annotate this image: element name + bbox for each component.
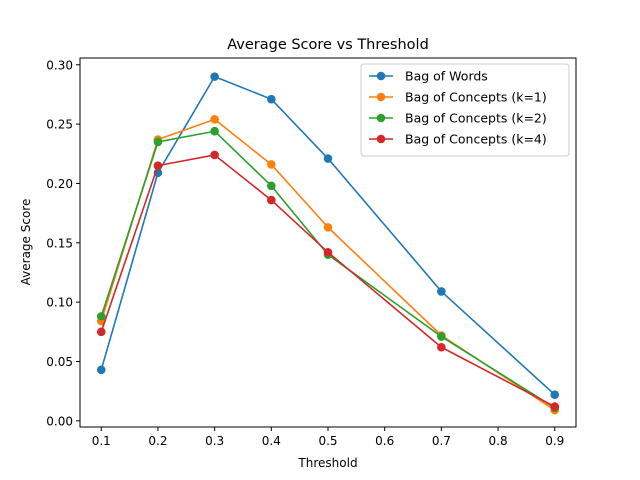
data-point: [437, 342, 446, 352]
legend-label: Bag of Concepts (k=2): [405, 111, 547, 126]
x-tick-label: 0.3: [205, 434, 224, 448]
data-point: [437, 332, 446, 341]
y-axis: 0.00 0.05 0.10 0.15 0.20 0.25 0.30: [46, 58, 80, 428]
data-point: [267, 94, 276, 104]
x-tick-label: 0.9: [545, 434, 564, 448]
y-tick-label: 0.05: [46, 355, 73, 369]
y-tick-label: 0.15: [46, 236, 73, 250]
x-tick-label: 0.4: [262, 434, 281, 448]
data-point: [437, 287, 446, 296]
legend-item: Bag of Concepts (k=4): [369, 132, 547, 147]
data-point: [550, 402, 560, 411]
series-line: [100, 130, 556, 409]
x-tick-label: 0.5: [318, 434, 337, 448]
series-4: [96, 150, 560, 411]
y-axis-label: Average Score: [19, 199, 33, 286]
data-point: [210, 126, 219, 136]
data-point: [323, 154, 333, 163]
data-point: [153, 137, 163, 147]
x-tick-label: 0.8: [489, 434, 508, 448]
data-point: [96, 327, 106, 337]
series-line: [100, 154, 556, 408]
data-point: [267, 160, 276, 169]
legend-box: [360, 63, 570, 157]
y-tick-label: 0.10: [46, 296, 73, 310]
y-tick-label: 0.00: [46, 414, 73, 428]
data-point: [550, 390, 560, 400]
series-3: [96, 126, 560, 413]
data-point: [96, 312, 106, 321]
y-tick-label: 0.20: [46, 177, 73, 191]
x-axis-label: Threshold: [297, 456, 357, 470]
data-point: [96, 365, 106, 375]
x-tick-label: 0.2: [148, 434, 167, 448]
legend: Bag of Words Bag of Concepts (k=1) Bag of …: [360, 63, 570, 157]
x-tick-label: 0.1: [92, 434, 111, 448]
data-point: [267, 181, 276, 191]
data-point: [323, 247, 333, 257]
data-point: [210, 115, 219, 124]
chart-title: Average Score vs Threshold: [227, 37, 429, 53]
data-point: [267, 195, 276, 205]
legend-label: Bag of Words: [405, 69, 488, 84]
x-axis: 0.1 0.2 0.3 0.4 0.5 0.6 0.7 0.8 0.9: [92, 427, 564, 448]
data-point: [210, 150, 219, 160]
legend-marker: [376, 134, 386, 144]
x-tick-label: 0.7: [432, 434, 451, 448]
series-1: [96, 72, 560, 400]
legend-marker: [376, 113, 386, 123]
legend-item: Bag of Concepts (k=2): [369, 111, 547, 126]
legend-label: Bag of Concepts (k=4): [405, 132, 547, 147]
data-point: [210, 72, 219, 81]
x-tick-label: 0.6: [375, 434, 394, 448]
legend-label: Bag of Concepts (k=1): [405, 90, 547, 105]
y-tick-label: 0.30: [46, 58, 73, 72]
legend-marker: [376, 92, 386, 102]
data-point: [153, 161, 163, 170]
series-layer: [96, 72, 560, 415]
data-point: [323, 223, 333, 232]
y-tick-label: 0.25: [46, 118, 73, 132]
legend-item: Bag of Words: [369, 69, 488, 84]
legend-marker: [376, 71, 386, 81]
legend-item: Bag of Concepts (k=1): [369, 90, 547, 105]
